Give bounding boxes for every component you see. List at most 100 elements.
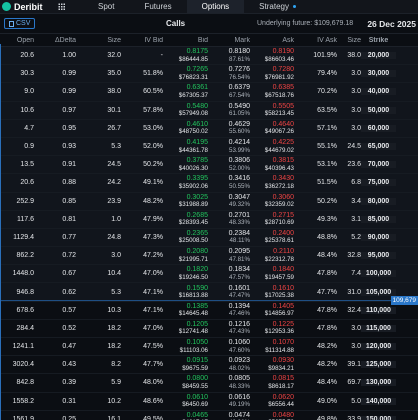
strike-cell[interactable]: 90,000 [361, 233, 396, 241]
ask-cell[interactable]: 0.4225 $44679.02 [250, 139, 294, 154]
strike-cell[interactable]: 20,000 [361, 52, 396, 60]
ask-cell[interactable]: 0.4640 $49067.26 [250, 121, 294, 136]
table-row[interactable]: 20.6 0.88 24.2 49.1% 0.3395 $35902.06 0.3416 50… [0, 174, 418, 193]
strike-cell[interactable]: 125,000 [361, 361, 396, 369]
bid-cell[interactable]: 0.2080 $21995.71 [163, 248, 208, 263]
strike-cell[interactable]: 40,000 [361, 88, 396, 96]
bid-cell[interactable]: 0.1590 $16813.88 [163, 285, 208, 300]
bid-cell[interactable]: 0.4195 $44361.78 [163, 139, 208, 154]
ask-cell[interactable]: 0.3815 $40396.43 [250, 157, 294, 172]
table-row[interactable]: 842.8 0.39 5.9 48.0% 0.0800 $8459.55 0.0805 48.… [0, 374, 418, 393]
ask-size[interactable]: 38.0 [347, 52, 361, 60]
ask-cell[interactable]: 0.7280 $76981.92 [250, 66, 294, 81]
nav-strategy[interactable]: Strategy [244, 0, 311, 13]
table-row[interactable]: 117.6 0.81 1.0 47.9% 0.2685 $28393.45 0.2701 48… [0, 210, 418, 229]
bid-cell[interactable]: 0.1205 $12741.48 [163, 321, 208, 336]
bid-size[interactable]: 30.1 [107, 106, 121, 114]
ask-cell[interactable]: 0.1225 $12953.36 [250, 321, 294, 336]
strike-cell[interactable]: 120,000 [361, 343, 396, 351]
table-row[interactable]: 0.9 0.93 5.3 52.0% 0.4195 $44361.78 0.4214 53.9… [0, 137, 418, 157]
apps-grid-icon[interactable] [58, 3, 65, 10]
header-delta[interactable]: ΔDelta [54, 36, 76, 44]
table-row[interactable]: 10.6 0.97 30.1 57.8% 0.5480 $57949.08 0.5490 61… [0, 101, 418, 120]
bid-cell[interactable]: 0.2685 $28393.45 [163, 212, 208, 227]
bid-size[interactable]: 10.2 [107, 397, 121, 405]
bid-size[interactable]: 32.0 [107, 52, 121, 60]
nav-options[interactable]: Options [186, 0, 245, 13]
bid-cell[interactable]: 0.0800 $8459.55 [163, 375, 208, 390]
table-row[interactable]: 678.6 0.57 10.3 47.1% 0.1385 $14645.48 0.1394 4… [0, 302, 418, 320]
ask-cell[interactable]: 0.2110 $22312.78 [250, 248, 294, 263]
bid-size[interactable]: 24.8 [107, 233, 121, 241]
table-row[interactable]: 20.6 1.00 32.0-0.8175 $86444.85 0.8180 87.61%… [0, 47, 418, 66]
strike-cell[interactable]: 50,000 [361, 106, 396, 114]
ask-size[interactable]: 32.4 [347, 306, 361, 314]
ask-size[interactable]: 3.0 [351, 88, 361, 96]
header-open[interactable]: Open [16, 36, 34, 44]
ask-size[interactable]: 3.1 [351, 215, 361, 223]
bid-size[interactable]: 26.7 [107, 124, 121, 132]
table-row[interactable]: 3020.4 0.43 8.2 47.7% 0.0915 $9675.59 0.0923 48… [0, 356, 418, 375]
strike-cell[interactable]: 60,000 [361, 124, 396, 132]
bid-cell[interactable]: 0.2365 $25008.50 [163, 230, 208, 245]
bid-cell[interactable]: 0.1385 $14645.48 [163, 303, 208, 318]
ask-size[interactable]: 23.6 [347, 161, 361, 169]
bid-cell[interactable]: 0.1820 $19246.50 [163, 266, 208, 281]
bid-size[interactable]: 5.3 [111, 288, 121, 296]
ask-size[interactable]: 3.0 [351, 124, 361, 132]
bid-size[interactable]: 1.0 [111, 215, 121, 223]
nav-spot[interactable]: Spot [98, 2, 115, 11]
bid-size[interactable]: 16.1 [107, 415, 121, 420]
ask-size[interactable]: 32.8 [347, 252, 361, 260]
bid-size[interactable]: 10.4 [107, 270, 121, 278]
ask-cell[interactable]: 0.2715 $28710.69 [250, 212, 294, 227]
header-bid-size[interactable]: Size [107, 36, 121, 44]
bid-size[interactable]: 24.2 [107, 179, 121, 187]
ask-cell[interactable]: 0.0815 $8618.17 [250, 375, 294, 390]
ask-size[interactable]: 7.4 [351, 270, 361, 278]
header-ask-size[interactable]: Size [347, 36, 361, 44]
strike-cell[interactable]: 80,000 [361, 197, 396, 205]
ask-size[interactable]: 33.9 [347, 415, 361, 420]
strike-cell[interactable]: 95,000 [361, 252, 396, 260]
ask-size[interactable]: 3.0 [351, 70, 361, 78]
bid-cell[interactable]: 0.8175 $86444.85 [163, 48, 208, 63]
bid-size[interactable]: 5.9 [111, 379, 121, 387]
csv-export-button[interactable]: CSV [4, 18, 36, 29]
strike-cell[interactable]: 130,000 [361, 379, 396, 387]
bid-cell[interactable]: 0.3395 $35902.06 [163, 175, 208, 190]
ask-cell[interactable]: 0.1610 $17025.38 [250, 285, 294, 300]
ask-size[interactable]: 3.0 [351, 106, 361, 114]
strike-cell[interactable]: 140,000 [361, 397, 396, 405]
nav-futures[interactable]: Futures [144, 2, 172, 11]
header-strike[interactable]: Strike [368, 36, 389, 44]
ask-size[interactable]: 31.0 [347, 288, 361, 296]
ask-size[interactable]: 5.0 [351, 397, 361, 405]
table-row[interactable]: 4.7 0.95 26.7 53.0% 0.4610 $48750.02 0.4629 55.… [0, 119, 418, 138]
bid-cell[interactable]: 0.3785 $40026.30 [163, 157, 208, 172]
strike-cell[interactable]: 65,000 [361, 143, 396, 151]
bid-size[interactable]: 38.0 [107, 88, 121, 96]
strike-cell[interactable]: 110,000 [361, 306, 396, 314]
table-row[interactable]: 1558.2 0.31 10.2 48.6% 0.0610 $6450.69 0.0616 4… [0, 393, 418, 411]
table-row[interactable]: 1129.4 0.77 24.8 47.3% 0.2365 $25008.50 0.2384… [0, 228, 418, 248]
table-row[interactable]: 13.5 0.91 24.5 50.2% 0.3785 $40026.30 0.3806 52… [0, 156, 418, 175]
ask-cell[interactable]: 0.1840 $19457.59 [250, 266, 294, 281]
bid-cell[interactable]: 0.3025 $31988.89 [163, 194, 208, 209]
strike-cell[interactable]: 150,000 [361, 415, 396, 420]
strike-cell[interactable]: 75,000 [361, 179, 396, 187]
ask-size[interactable]: 5.2 [351, 233, 361, 241]
strike-cell[interactable]: 70,000 [361, 161, 396, 169]
table-row[interactable]: 9.0 0.99 38.0 60.5% 0.6361 $67305.37 0.6379 67.… [0, 83, 418, 102]
ask-cell[interactable]: 0.0620 $6556.44 [250, 394, 294, 409]
ask-size[interactable]: 3.0 [351, 343, 361, 351]
strike-cell[interactable]: 100,000 [361, 270, 396, 278]
table-row[interactable]: 1561.90.2516.149.5%0.0465$4917.170.04744… [0, 411, 418, 420]
strike-cell[interactable]: 115,000 [361, 324, 396, 332]
ask-cell[interactable]: 0.0930 $9834.21 [250, 357, 294, 372]
header-iv-ask[interactable]: IV Ask [317, 36, 337, 44]
bid-cell[interactable]: 0.0610 $6450.69 [163, 394, 208, 409]
logo[interactable]: Deribit [0, 2, 52, 12]
bid-cell[interactable]: 0.4610 $48750.02 [163, 121, 208, 136]
ask-size[interactable]: 6.8 [351, 179, 361, 187]
